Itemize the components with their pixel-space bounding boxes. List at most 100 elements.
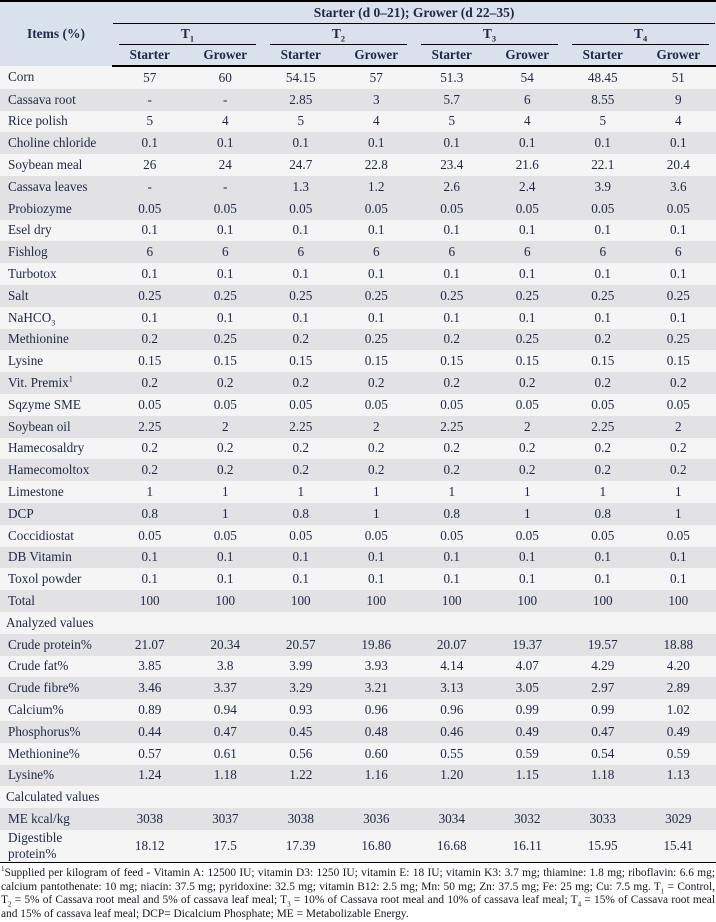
col-group-t2: T2 — [263, 24, 414, 45]
row-label: Methionine — [0, 329, 112, 351]
cell: 100 — [414, 590, 490, 612]
cell: 0.25 — [641, 285, 716, 307]
cell: 100 — [641, 590, 716, 612]
cell: 22.8 — [339, 154, 415, 176]
cell: 1.2 — [339, 176, 415, 198]
row-label: Calcium% — [0, 699, 112, 721]
cell: 0.1 — [414, 132, 490, 154]
section-row: Calculated values — [0, 786, 716, 808]
cell: 0.1 — [112, 568, 188, 590]
cell: 0.2 — [112, 438, 188, 460]
cell: 0.1 — [339, 220, 415, 242]
cell: 4.20 — [641, 656, 716, 678]
row-label: Total — [0, 590, 112, 612]
cell: 1 — [490, 503, 566, 525]
row-label: Lysine — [0, 350, 112, 372]
cell: 0.25 — [490, 285, 566, 307]
cell: 17.39 — [263, 830, 339, 863]
cell: 100 — [112, 590, 188, 612]
cell: 0.47 — [565, 721, 641, 743]
row-label: Hamecomoltox — [0, 459, 112, 481]
cell: 0.2 — [112, 459, 188, 481]
cell: 0.93 — [263, 699, 339, 721]
cell: 1 — [414, 481, 490, 503]
cell: 0.56 — [263, 743, 339, 765]
cell: 0.1 — [112, 220, 188, 242]
cell: 4 — [339, 111, 415, 133]
cell: 3033 — [565, 808, 641, 830]
cell: 3.9 — [565, 176, 641, 198]
row-label: Lysine% — [0, 765, 112, 787]
cell: 0.2 — [112, 372, 188, 394]
subcol-grower-t3: Grower — [490, 45, 566, 66]
cell: 0.05 — [565, 198, 641, 220]
subcol-starter-t1: Starter — [112, 45, 188, 66]
cell: 6 — [339, 241, 415, 263]
subcol-starter-t4: Starter — [565, 45, 641, 66]
row-label: Probiozyme — [0, 198, 112, 220]
cell: 0.2 — [188, 372, 264, 394]
cell: 20.34 — [188, 634, 264, 656]
cell: 0.1 — [414, 547, 490, 569]
cell: 2 — [339, 416, 415, 438]
cell: 0.57 — [112, 743, 188, 765]
cell: 2.25 — [263, 416, 339, 438]
cell: 9 — [641, 89, 716, 111]
cell: 0.1 — [565, 547, 641, 569]
cell: 20.4 — [641, 154, 716, 176]
col-group-t4: T4 — [565, 24, 716, 45]
row-label: NaHCO3 — [0, 307, 112, 329]
cell: 0.1 — [188, 263, 264, 285]
cell: 0.25 — [641, 329, 716, 351]
cell: 0.05 — [339, 394, 415, 416]
cell: 1 — [263, 481, 339, 503]
cell: 21.07 — [112, 634, 188, 656]
cell: 1 — [641, 481, 716, 503]
cell: 1.20 — [414, 765, 490, 787]
cell: 0.1 — [339, 547, 415, 569]
cell: 1 — [188, 481, 264, 503]
cell: 100 — [339, 590, 415, 612]
cell: 0.8 — [112, 503, 188, 525]
phase-span-header: Starter (d 0–21); Grower (d 22–35) — [112, 1, 716, 24]
cell: 0.2 — [565, 329, 641, 351]
cell: 0.2 — [414, 329, 490, 351]
row-label: Crude protein% — [0, 634, 112, 656]
cell: 0.8 — [565, 503, 641, 525]
cell: 0.1 — [641, 307, 716, 329]
subcol-grower-t2: Grower — [339, 45, 415, 66]
cell: 0.1 — [339, 568, 415, 590]
cell: 1.15 — [490, 765, 566, 787]
cell: 0.2 — [490, 372, 566, 394]
cell: 3037 — [188, 808, 264, 830]
row-label: Sqzyme SME — [0, 394, 112, 416]
cell: 5 — [263, 111, 339, 133]
cell: 0.1 — [263, 263, 339, 285]
cell: 1.18 — [188, 765, 264, 787]
cell: 1 — [641, 503, 716, 525]
cell: 0.2 — [414, 438, 490, 460]
cell: 0.05 — [414, 394, 490, 416]
cell: 3032 — [490, 808, 566, 830]
row-label: Phosphorus% — [0, 721, 112, 743]
section-label: Analyzed values — [0, 612, 716, 634]
cell: 23.4 — [414, 154, 490, 176]
cell: 2 — [188, 416, 264, 438]
cell: 3.85 — [112, 656, 188, 678]
cell: 1 — [112, 481, 188, 503]
cell: 0.1 — [641, 568, 716, 590]
cell: 100 — [565, 590, 641, 612]
cell: 57 — [339, 66, 415, 89]
cell: 0.89 — [112, 699, 188, 721]
